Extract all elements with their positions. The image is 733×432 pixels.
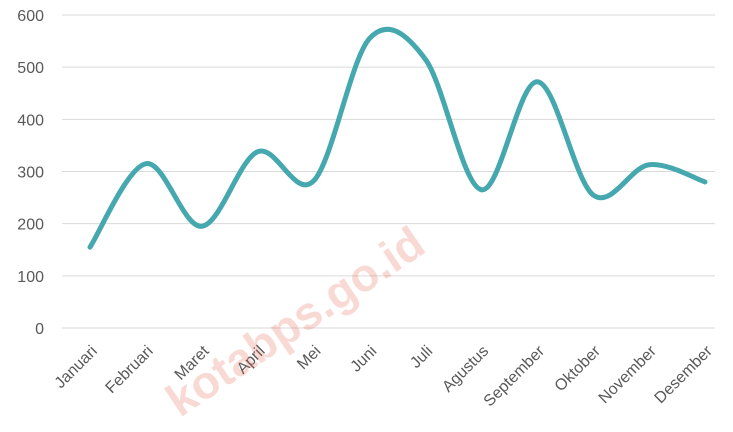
watermark: kotabps.go.id xyxy=(157,216,434,426)
y-tick-label: 100 xyxy=(17,269,44,286)
y-tick-label: 0 xyxy=(35,321,44,338)
y-tick-label: 200 xyxy=(17,217,44,234)
y-tick-label: 400 xyxy=(17,112,44,129)
x-tick-label: Oktober xyxy=(552,342,605,395)
series-group xyxy=(87,26,708,250)
x-tick-label: Desember xyxy=(652,342,717,407)
gridlines xyxy=(62,14,715,329)
x-tick-label: Agustus xyxy=(439,343,492,396)
x-tick-label: Juni xyxy=(348,343,381,376)
y-tick-label: 500 xyxy=(17,60,44,77)
y-tick-label: 600 xyxy=(17,8,44,25)
x-tick-label: September xyxy=(481,342,549,410)
x-tick-label: Juli xyxy=(407,343,436,372)
y-axis-tick-labels: 0 100 200 300 400 500 600 xyxy=(17,8,44,338)
series-line-0 xyxy=(87,26,708,250)
y-tick-label: 300 xyxy=(17,165,44,182)
x-tick-label: November xyxy=(596,342,661,407)
x-tick-label: Februari xyxy=(103,343,157,397)
x-tick-label: Januari xyxy=(52,343,101,392)
x-axis-tick-labels: Januari Februari Maret April Mei Juni Juli Agus… xyxy=(52,342,717,410)
